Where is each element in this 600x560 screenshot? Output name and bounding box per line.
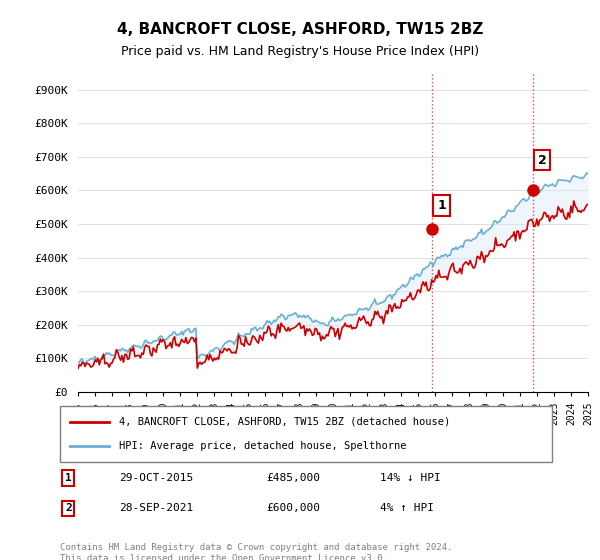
Text: Price paid vs. HM Land Registry's House Price Index (HPI): Price paid vs. HM Land Registry's House … bbox=[121, 45, 479, 58]
Text: 28-SEP-2021: 28-SEP-2021 bbox=[119, 503, 193, 514]
Text: 14% ↓ HPI: 14% ↓ HPI bbox=[380, 473, 440, 483]
Text: 2: 2 bbox=[538, 153, 547, 166]
Text: 29-OCT-2015: 29-OCT-2015 bbox=[119, 473, 193, 483]
Text: 1: 1 bbox=[65, 473, 71, 483]
Text: £600,000: £600,000 bbox=[266, 503, 320, 514]
Text: 1: 1 bbox=[437, 199, 446, 212]
Text: Contains HM Land Registry data © Crown copyright and database right 2024.
This d: Contains HM Land Registry data © Crown c… bbox=[60, 543, 452, 560]
FancyBboxPatch shape bbox=[60, 406, 552, 462]
Text: 2: 2 bbox=[65, 503, 71, 514]
Text: HPI: Average price, detached house, Spelthorne: HPI: Average price, detached house, Spel… bbox=[119, 441, 407, 451]
Text: 4, BANCROFT CLOSE, ASHFORD, TW15 2BZ (detached house): 4, BANCROFT CLOSE, ASHFORD, TW15 2BZ (de… bbox=[119, 417, 450, 427]
Text: £485,000: £485,000 bbox=[266, 473, 320, 483]
Text: 4, BANCROFT CLOSE, ASHFORD, TW15 2BZ: 4, BANCROFT CLOSE, ASHFORD, TW15 2BZ bbox=[117, 22, 483, 38]
Text: 4% ↑ HPI: 4% ↑ HPI bbox=[380, 503, 434, 514]
